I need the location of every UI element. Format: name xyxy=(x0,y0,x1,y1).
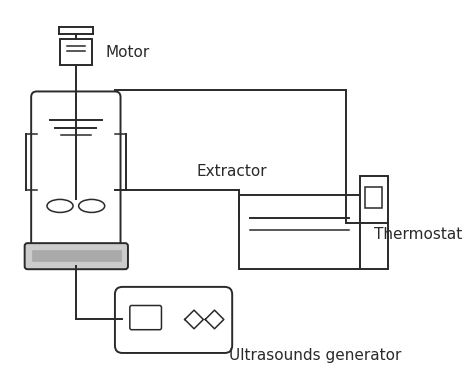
Bar xyxy=(239,195,360,269)
FancyBboxPatch shape xyxy=(31,92,120,252)
Bar xyxy=(360,176,388,269)
FancyBboxPatch shape xyxy=(130,306,162,330)
Ellipse shape xyxy=(47,200,73,213)
FancyBboxPatch shape xyxy=(115,287,232,353)
FancyBboxPatch shape xyxy=(25,243,128,269)
Bar xyxy=(32,250,120,261)
Bar xyxy=(60,39,91,65)
Text: Extractor: Extractor xyxy=(197,164,267,179)
Bar xyxy=(365,187,382,208)
Text: Motor: Motor xyxy=(106,45,150,60)
Ellipse shape xyxy=(79,200,105,213)
Text: Thermostat: Thermostat xyxy=(374,227,462,242)
Text: Ultrasounds generator: Ultrasounds generator xyxy=(229,348,402,363)
